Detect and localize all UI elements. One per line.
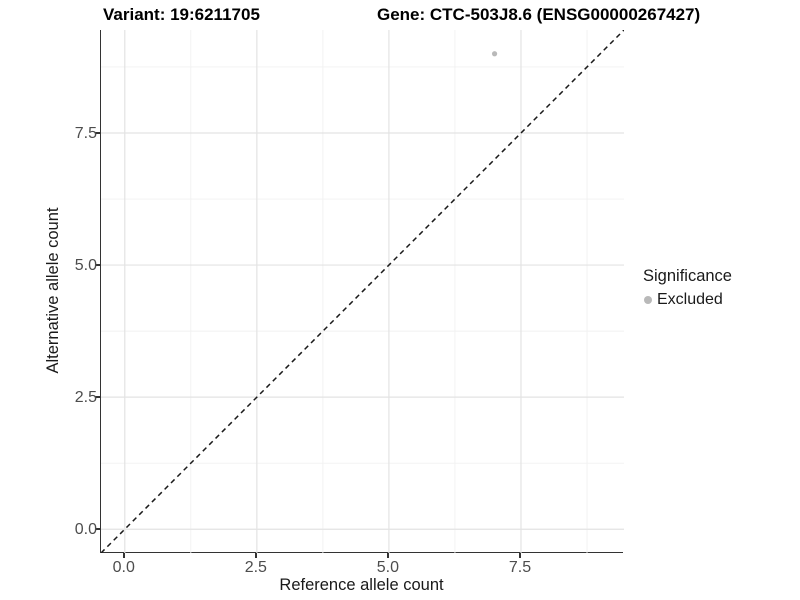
legend: Significance Excluded <box>643 267 732 309</box>
x-tick-mark <box>387 553 389 558</box>
y-tick-mark <box>95 396 100 398</box>
y-tick-label: 7.5 <box>74 125 97 142</box>
y-tick-label: 0.0 <box>74 521 97 539</box>
plot-panel <box>100 30 624 553</box>
legend-entry-excluded: Excluded <box>643 291 732 309</box>
legend-entry-label: Excluded <box>657 291 723 308</box>
data-point <box>491 51 498 57</box>
x-tick-mark <box>255 553 257 558</box>
x-axis-title: Reference allele count <box>279 576 444 594</box>
x-tick-label: 2.5 <box>244 559 267 576</box>
x-tick-mark <box>123 553 125 558</box>
x-tick-label: 7.5 <box>508 559 532 576</box>
plot-title-variant: Variant: 19:6211705 <box>103 5 260 24</box>
scatter-plot-canvas <box>101 30 624 553</box>
y-axis-title: Alternative allele count <box>44 207 62 374</box>
legend-point-icon <box>644 296 652 304</box>
identity-line <box>101 30 624 553</box>
legend-title: Significance <box>643 267 732 285</box>
y-tick-mark <box>95 264 100 266</box>
y-tick-mark <box>95 132 100 134</box>
plot-title-gene: Gene: CTC-503J8.6 (ENSG00000267427) <box>377 5 701 24</box>
x-tick-label: 0.0 <box>112 559 135 576</box>
y-tick-mark <box>95 528 100 530</box>
x-tick-mark <box>519 553 521 558</box>
y-tick-label: 2.5 <box>74 389 97 407</box>
x-tick-label: 5.0 <box>376 559 400 576</box>
y-tick-label: 5.0 <box>74 257 97 275</box>
